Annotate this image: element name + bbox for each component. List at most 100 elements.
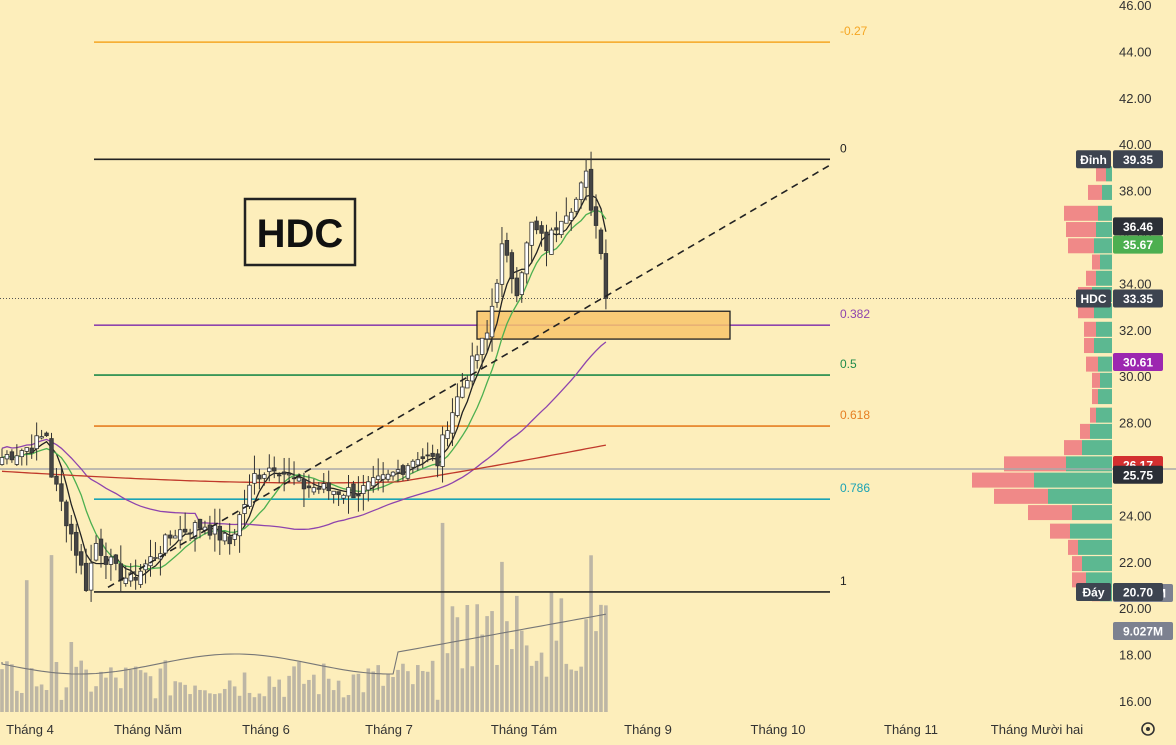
volume-bar (480, 634, 484, 712)
volume-profile-down (1096, 166, 1106, 182)
volume-profile-down (1066, 222, 1096, 238)
volume-bar (257, 693, 262, 712)
volume-bar (34, 686, 39, 712)
candle-body (351, 483, 356, 499)
volume-bar (490, 611, 494, 712)
volume-profile-up (1106, 166, 1112, 182)
candle-body (49, 438, 54, 478)
volume-profile-up (1094, 338, 1112, 354)
y-tick-label: 20.00 (1119, 601, 1152, 616)
x-tick-label: Tháng Mười hai (991, 722, 1083, 737)
candle-body (306, 485, 312, 489)
candle-body (153, 557, 158, 559)
candle-body (252, 473, 257, 484)
volume-bar (559, 598, 564, 712)
volume-profile-down (1028, 505, 1072, 521)
volume-bar (94, 686, 98, 712)
volume-bar (114, 677, 118, 712)
candle-body (524, 242, 529, 275)
candle-body (74, 531, 79, 556)
x-tick-label: Tháng 4 (6, 722, 54, 737)
volume-bar (529, 665, 534, 712)
price-badge-value: 35.67 (1123, 238, 1153, 252)
volume-bar (589, 555, 593, 712)
price-badge (1113, 582, 1163, 601)
candle-body (420, 456, 425, 459)
candle-body (598, 229, 604, 254)
volume-profile-down (1068, 238, 1094, 254)
candle-body (98, 538, 104, 556)
volume-bar (44, 690, 49, 712)
candle-body (410, 460, 416, 468)
candle-body (534, 220, 539, 231)
volume-bar (89, 691, 93, 712)
settings-gear-icon[interactable] (1141, 722, 1155, 736)
volume-profile-up (1100, 254, 1112, 270)
volume-bar (5, 661, 9, 712)
y-tick-label: 28.00 (1119, 416, 1152, 431)
volume-bar (356, 673, 361, 712)
volume-bar (64, 687, 69, 712)
volume-bar (321, 663, 326, 712)
candle-body (14, 455, 20, 465)
volume-profile-down (1088, 184, 1102, 200)
y-tick-label: 24.00 (1119, 508, 1152, 523)
candle-body (321, 483, 326, 490)
volume-bar (183, 684, 187, 712)
volume-bar (198, 689, 202, 712)
volume-bar (104, 677, 108, 712)
volume-profile-down (1072, 556, 1082, 572)
volume-bar (435, 699, 440, 712)
y-tick-label: 38.00 (1119, 184, 1152, 199)
candle-body (207, 524, 213, 536)
candle-body (237, 514, 242, 537)
candle-body (341, 494, 346, 499)
candle-body (39, 436, 44, 439)
candle-body (390, 471, 396, 477)
candle-body (336, 491, 341, 495)
candle-body (499, 243, 505, 285)
volume-profile-down (1080, 423, 1090, 439)
volume-profile-down (994, 488, 1048, 504)
volume-profile-up (1072, 505, 1112, 521)
candle-body (316, 487, 321, 490)
candle-body (222, 532, 227, 542)
price-badge-value: 39.35 (1123, 153, 1153, 167)
volume-bar (109, 667, 113, 712)
candle-body (59, 483, 64, 502)
volume-bar (307, 679, 311, 712)
volume-profile-down (1092, 389, 1098, 405)
volume-bar (440, 522, 445, 712)
candle-body (554, 227, 559, 231)
candle-body (356, 494, 361, 497)
volume-bar (361, 692, 366, 712)
candle-body (380, 474, 386, 480)
candle-body (519, 272, 524, 295)
price-badge-tag (1076, 289, 1111, 308)
volume-bar (500, 561, 504, 712)
price-badge (1113, 217, 1163, 236)
volume-bar (302, 683, 306, 712)
candle-body (133, 576, 138, 581)
volume-bar (401, 663, 405, 712)
volume-bar (0, 669, 4, 712)
volume-profile-down (1092, 254, 1100, 270)
candle-body (366, 481, 371, 491)
candle-body (64, 501, 69, 527)
volume-bar (475, 604, 479, 712)
volume-bar (574, 670, 578, 712)
candle-body (445, 430, 450, 439)
volume-bar (252, 697, 257, 712)
candle-body (257, 474, 262, 480)
volume-profile-down (1004, 456, 1066, 472)
candle-body (539, 225, 544, 234)
candle-body (460, 386, 465, 398)
candle-body (123, 577, 128, 584)
price-badge-value: 25.75 (1123, 468, 1153, 482)
volume-bar (158, 668, 163, 712)
price-badge-value: 36.46 (1123, 220, 1153, 234)
volume-bar (430, 660, 435, 712)
volume-bar (267, 676, 272, 712)
